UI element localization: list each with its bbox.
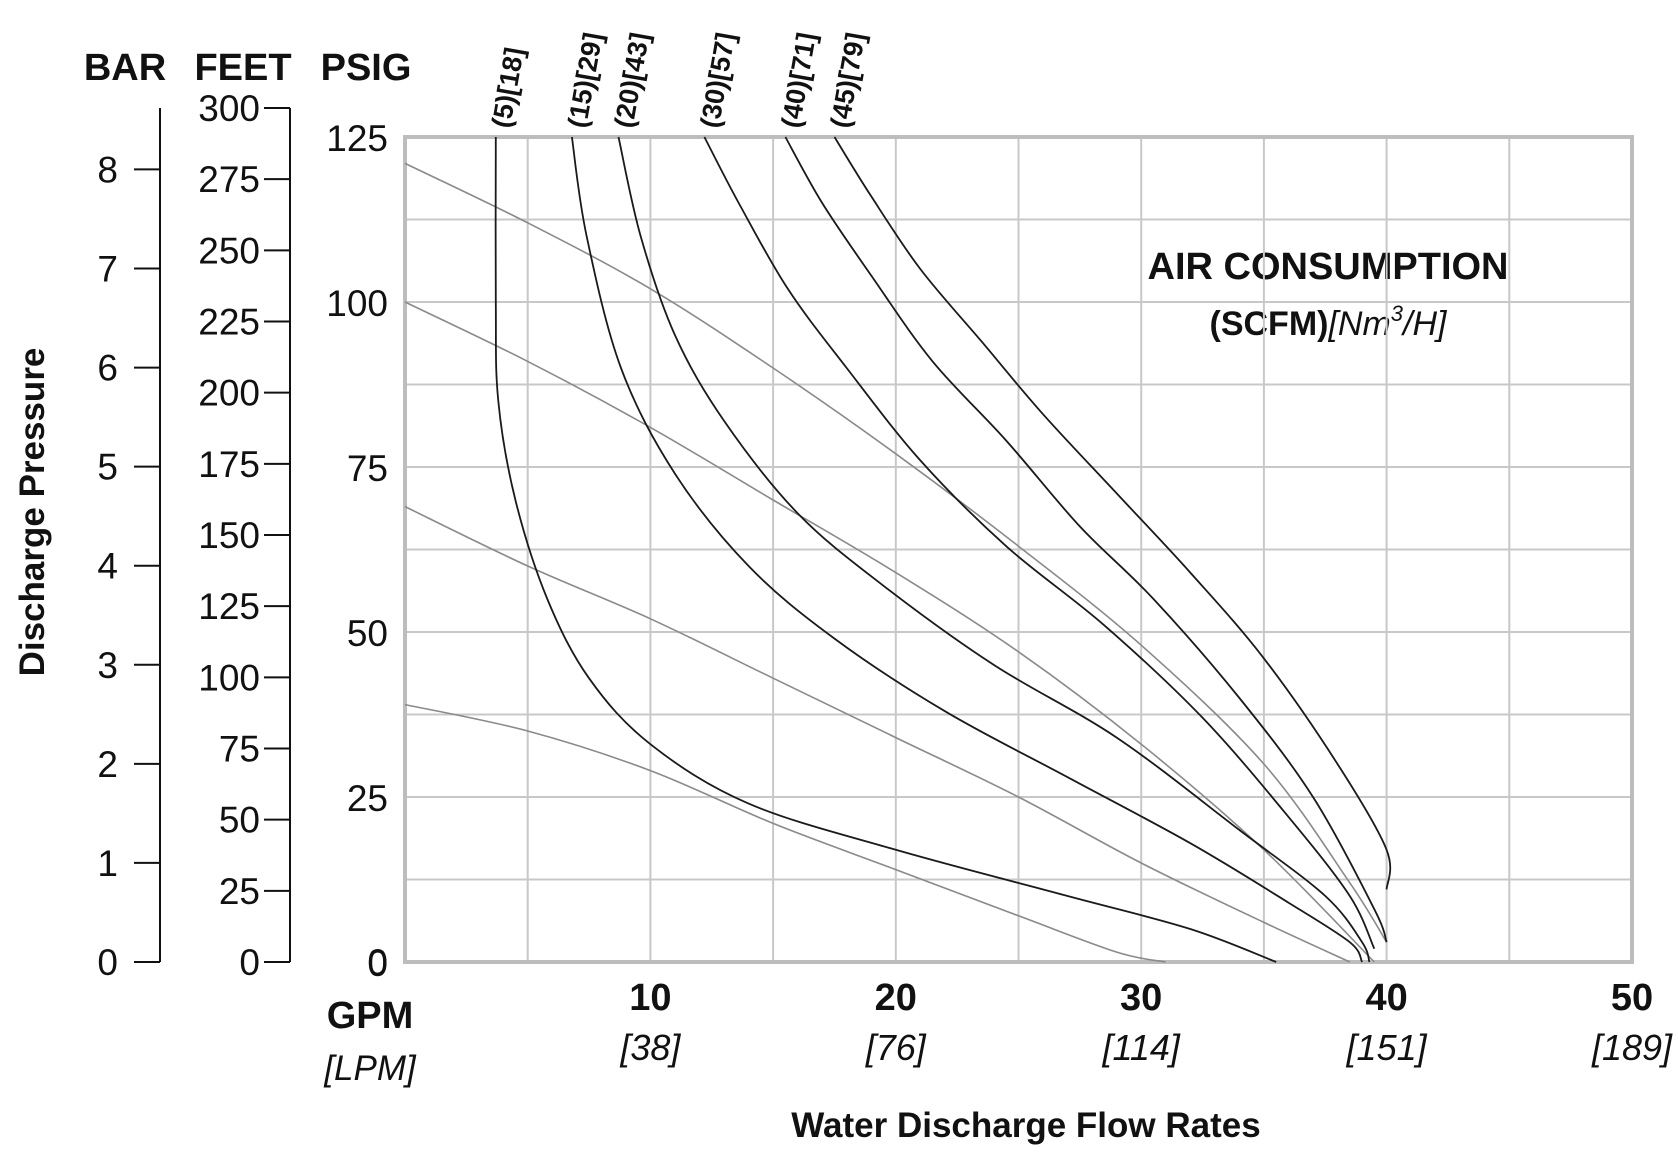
y-tick-label-bar: 2 [97,744,118,785]
y-tick-label-feet: 75 [219,729,260,770]
air-curve-label: (15)[29] [562,30,608,130]
x-tick-label-lpm: [76] [865,1027,927,1068]
y-tick-label-psig: 50 [347,613,388,654]
y-tick-label-feet: 300 [198,88,260,129]
y-tick-label-psig: 100 [326,283,388,324]
y-tick-label-feet: 125 [198,586,260,627]
x-tick-label-gpm: 50 [1611,977,1653,1019]
title-units-sup: 3 [1391,301,1404,326]
x-tick-label-gpm: 20 [875,977,917,1019]
chart-title-units: (SCFM)[Nm3/H] [1210,301,1449,343]
y-tick-label-feet: 275 [198,159,260,200]
y-tick-label-bar: 5 [97,447,118,488]
y-tick-label-psig: 75 [347,448,388,489]
air-consumption-curve [571,136,1363,963]
y-tick-label-feet: 250 [198,230,260,271]
y-tick-label-feet: 200 [198,373,260,414]
x-tick-label-gpm: 10 [629,977,671,1019]
x-tick-label-lpm: [38] [619,1027,681,1068]
y-tick-label-feet: 175 [198,444,260,485]
y-axis-label: Discharge Pressure [13,348,52,677]
y-tick-label-feet: 150 [198,515,260,556]
x-tick-label-zero: 0 [367,942,388,983]
y-tick-label-bar: 7 [97,248,118,289]
x-axis-label: Water Discharge Flow Rates [791,1106,1260,1145]
x-tick-label-lpm: [151] [1346,1027,1428,1068]
y-tick-label-bar: 8 [97,149,118,190]
y-tick-label-psig: 25 [347,778,388,819]
y-tick-label-bar: 3 [97,645,118,686]
y-axis-unit-feet: FEET [194,47,291,89]
y-axis-unit-bar: BAR [84,47,166,89]
air-consumption-curve [494,136,1277,963]
pressure-curve [404,505,1351,963]
pressure-curve [404,703,1166,963]
x-unit-lpm: [LPM] [323,1049,417,1088]
air-curve-label: (45)[79] [825,30,871,130]
air-consumption-curve [703,136,1376,950]
y-tick-label-psig: 0 [367,943,388,984]
x-tick-label-lpm: [114] [1101,1027,1180,1068]
air-curve-label: (5)[18] [486,45,530,130]
y-tick-label-psig: 125 [326,118,388,159]
air-consumption-curve [617,136,1371,963]
x-tick-label-lpm: [189] [1591,1027,1673,1068]
y-tick-label-bar: 0 [97,942,118,983]
y-tick-label-bar: 6 [97,348,118,389]
air-curve-label: (30)[57] [695,30,741,130]
y-tick-label-feet: 225 [198,302,260,343]
y-axis-unit-psig: PSIG [321,47,412,89]
y-tick-label-feet: 25 [219,871,260,912]
x-unit-gpm: GPM [327,995,414,1037]
x-tick-label-gpm: 30 [1120,977,1162,1019]
y-tick-label-bar: 4 [97,546,118,587]
x-tick-label-gpm: 40 [1365,977,1407,1019]
air-consumption-curve [833,136,1392,890]
air-consumption-curve [784,136,1388,943]
title-units-scfm: (SCFM) [1210,305,1329,343]
y-tick-label-feet: 100 [198,657,260,698]
air-curve-label: (20)[43] [609,30,655,130]
title-units-nm: [Nm [1327,305,1390,343]
chart-title: AIR CONSUMPTION [1148,246,1509,288]
y-tick-label-bar: 1 [97,843,118,884]
plot-frame [403,135,1634,964]
air-curve-label: (40)[71] [776,30,822,130]
title-units-end: /H] [1401,305,1448,343]
pressure-curve [404,301,1375,963]
y-tick-label-feet: 0 [239,942,260,983]
y-tick-label-feet: 50 [219,800,260,841]
